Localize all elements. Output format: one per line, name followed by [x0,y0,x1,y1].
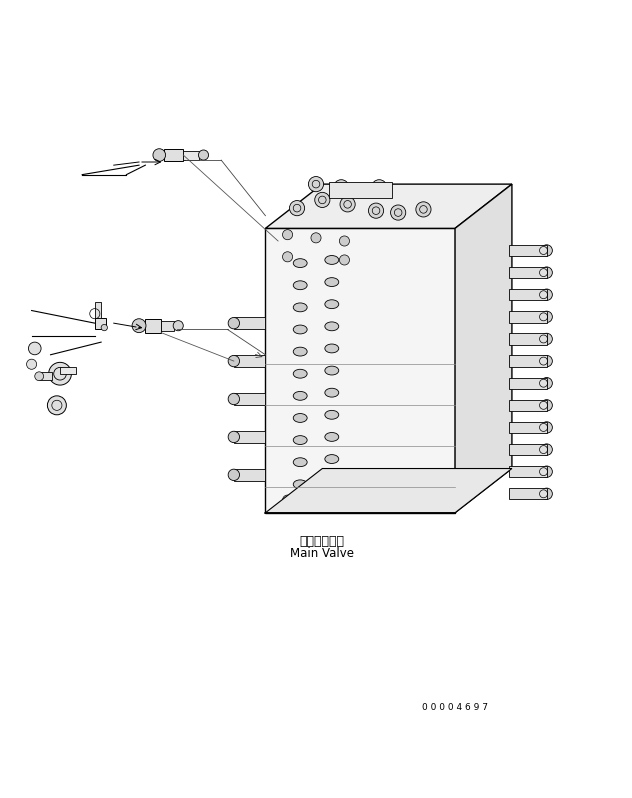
Circle shape [47,396,66,415]
Ellipse shape [325,255,339,264]
Polygon shape [265,468,512,513]
Ellipse shape [541,488,552,500]
Circle shape [283,251,293,262]
Bar [509,377,547,389]
Ellipse shape [541,311,552,322]
Ellipse shape [228,355,240,367]
Ellipse shape [325,455,339,464]
Circle shape [416,202,431,217]
Circle shape [49,362,71,385]
Text: メインバルブ: メインバルブ [300,535,345,547]
Text: Main Valve: Main Valve [290,547,355,560]
Bar [265,228,455,513]
Ellipse shape [228,469,240,480]
Circle shape [315,192,330,207]
Circle shape [173,321,183,330]
Bar [161,322,174,330]
Ellipse shape [293,303,307,312]
Ellipse shape [325,322,339,330]
Bar [145,318,161,333]
Ellipse shape [541,355,552,367]
Circle shape [289,200,305,215]
Ellipse shape [228,431,240,443]
Ellipse shape [325,476,339,486]
Circle shape [28,342,41,355]
Ellipse shape [325,389,339,397]
Bar [234,393,265,405]
Bar [509,400,547,411]
Circle shape [311,498,321,508]
Ellipse shape [541,245,552,256]
Ellipse shape [541,422,552,433]
Ellipse shape [293,325,307,334]
Ellipse shape [541,267,552,279]
Bar [509,488,547,500]
Circle shape [283,495,293,505]
Ellipse shape [228,393,240,405]
Ellipse shape [293,436,307,444]
Bar [509,334,547,345]
Ellipse shape [541,377,552,389]
Polygon shape [265,184,512,228]
Ellipse shape [293,413,307,422]
Circle shape [334,180,349,195]
Ellipse shape [293,281,307,290]
Bar [509,466,547,477]
Bar [183,151,199,160]
Circle shape [132,318,146,333]
Circle shape [198,150,209,160]
Circle shape [283,230,293,239]
Ellipse shape [541,334,552,345]
Circle shape [339,255,349,265]
Bar [234,318,265,329]
Polygon shape [455,184,512,513]
Ellipse shape [293,458,307,467]
Ellipse shape [325,344,339,353]
Circle shape [27,359,37,369]
Circle shape [339,501,349,512]
Bar [95,318,106,330]
Bar [509,355,547,367]
Ellipse shape [293,480,307,488]
Ellipse shape [541,444,552,455]
Circle shape [311,233,321,243]
Bar [164,148,183,161]
Circle shape [153,148,166,161]
Ellipse shape [541,289,552,300]
Ellipse shape [541,466,552,477]
Circle shape [372,180,387,195]
Ellipse shape [325,410,339,419]
Bar [509,422,547,433]
Circle shape [391,205,406,220]
Ellipse shape [325,278,339,286]
Circle shape [340,197,355,212]
Text: 0 0 0 0 4 6 9 7: 0 0 0 0 4 6 9 7 [422,703,488,712]
Circle shape [308,176,324,192]
Ellipse shape [293,391,307,401]
Ellipse shape [325,433,339,441]
Circle shape [339,236,349,246]
Bar [509,245,547,256]
Ellipse shape [541,400,552,411]
Bar [509,267,547,279]
Bar [509,311,547,322]
Bar [509,444,547,455]
Circle shape [101,325,107,330]
Circle shape [368,203,384,218]
Ellipse shape [325,300,339,309]
Circle shape [35,372,44,381]
Ellipse shape [228,318,240,329]
Ellipse shape [325,366,339,375]
Bar [95,302,101,318]
Bar [234,469,265,480]
Ellipse shape [293,347,307,356]
Bar [234,431,265,443]
Bar [329,182,392,198]
Bar [234,355,265,367]
Bar [39,373,52,380]
Bar [60,367,76,373]
Ellipse shape [293,259,307,267]
Bar [509,289,547,300]
Ellipse shape [293,369,307,378]
